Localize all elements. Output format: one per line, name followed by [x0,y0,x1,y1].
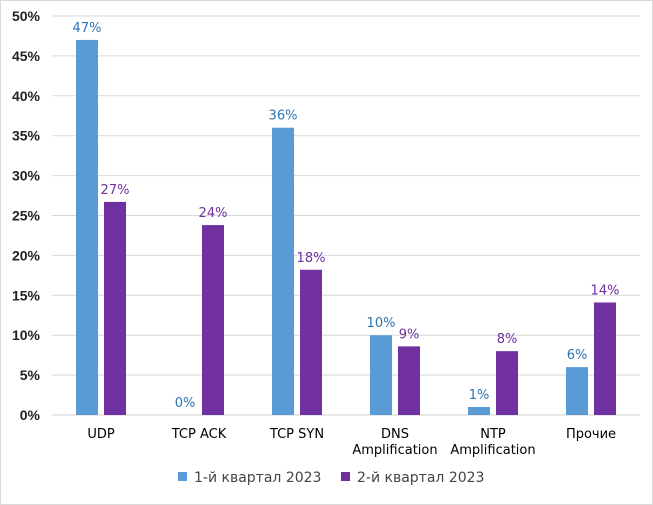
bar [566,367,588,415]
bar [398,346,420,415]
x-tick-label: Amplification [352,443,437,458]
data-label: 18% [297,251,326,266]
bar [468,407,490,415]
bar [202,225,224,415]
legend-swatch [341,472,350,481]
x-tick-label: Amplification [450,443,535,458]
y-tick-label: 10% [12,327,41,343]
x-tick-label: NTP [480,427,506,442]
data-label: 0% [175,396,196,411]
bar [496,351,518,415]
data-label: 47% [73,21,102,36]
bar [76,39,98,415]
data-label: 14% [591,283,620,298]
y-tick-label: 30% [12,168,41,184]
data-label: 27% [101,183,130,198]
y-tick-label: 40% [12,88,41,104]
x-tick-label: TCP SYN [269,427,324,442]
data-label: 24% [199,206,228,221]
legend-label: 2-й квартал 2023 [357,470,484,486]
legend-swatch [178,472,187,481]
data-label: 9% [399,327,420,342]
x-tick-label: UDP [87,427,115,442]
x-tick-label: TCP ACK [171,427,227,442]
y-tick-label: 35% [12,128,41,144]
y-tick-label: 20% [12,247,41,263]
bar [300,269,322,415]
y-tick-label: 25% [12,208,41,224]
x-tick-label: DNS [381,427,409,442]
data-label: 10% [367,316,396,331]
bar [104,201,126,415]
bar [594,302,616,415]
data-label: 36% [269,109,298,124]
bar [370,335,392,415]
y-tick-label: 45% [12,48,41,64]
bar [272,127,294,415]
y-tick-label: 5% [20,367,41,383]
data-label: 8% [497,332,518,347]
legend-label: 1-й квартал 2023 [194,470,321,486]
data-label: 1% [469,388,490,403]
y-tick-label: 15% [12,287,41,303]
x-tick-label: Прочие [566,427,616,442]
y-tick-label: 0% [20,407,41,423]
data-label: 6% [567,348,588,363]
y-tick-label: 50% [12,8,41,24]
